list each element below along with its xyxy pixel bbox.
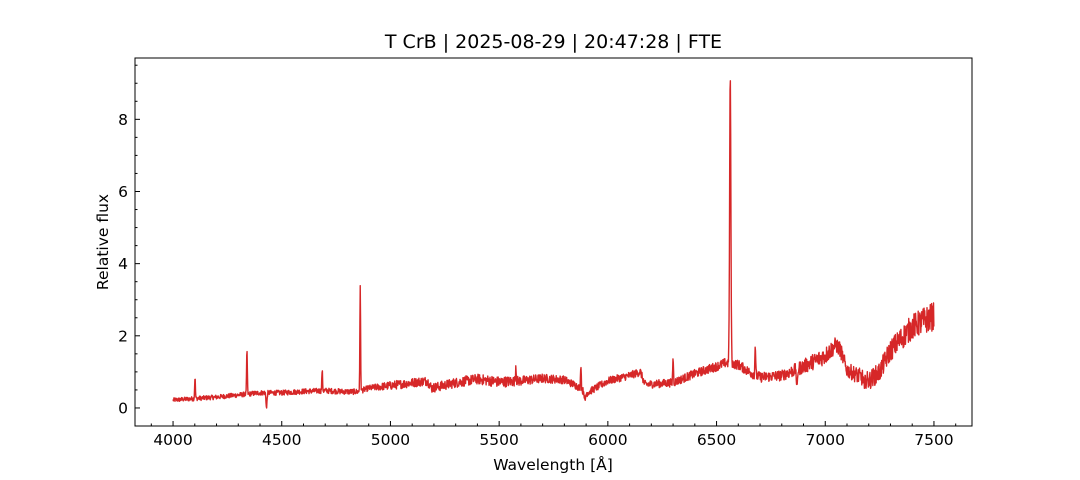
y-tick-label: 6 bbox=[118, 183, 128, 201]
x-tick-label: 6000 bbox=[588, 431, 627, 449]
x-tick-label: 5000 bbox=[371, 431, 410, 449]
x-tick-label: 4000 bbox=[153, 431, 192, 449]
y-axis-label: Relative flux bbox=[94, 194, 112, 290]
y-tick-label: 0 bbox=[118, 399, 128, 417]
x-tick-label: 4500 bbox=[262, 431, 301, 449]
spectrum-line bbox=[172, 80, 935, 409]
y-tick-label: 2 bbox=[118, 327, 128, 345]
y-axis: 0 2 4 6 8 bbox=[118, 64, 140, 427]
x-tick-label: 5500 bbox=[479, 431, 518, 449]
x-tick-label: 6500 bbox=[697, 431, 736, 449]
x-tick-label: 7000 bbox=[806, 431, 845, 449]
x-axis-label: Wavelength [Å] bbox=[493, 455, 613, 474]
y-tick-label: 4 bbox=[118, 255, 128, 273]
x-axis: 4000 4500 5000 5500 6000 6500 7000 7500 bbox=[150, 421, 957, 449]
chart-title: T CrB | 2025-08-29 | 20:47:28 | FTE bbox=[384, 31, 722, 53]
y-tick-label: 8 bbox=[118, 111, 128, 129]
x-tick-label: 7500 bbox=[914, 431, 953, 449]
plot-frame bbox=[134, 57, 973, 427]
